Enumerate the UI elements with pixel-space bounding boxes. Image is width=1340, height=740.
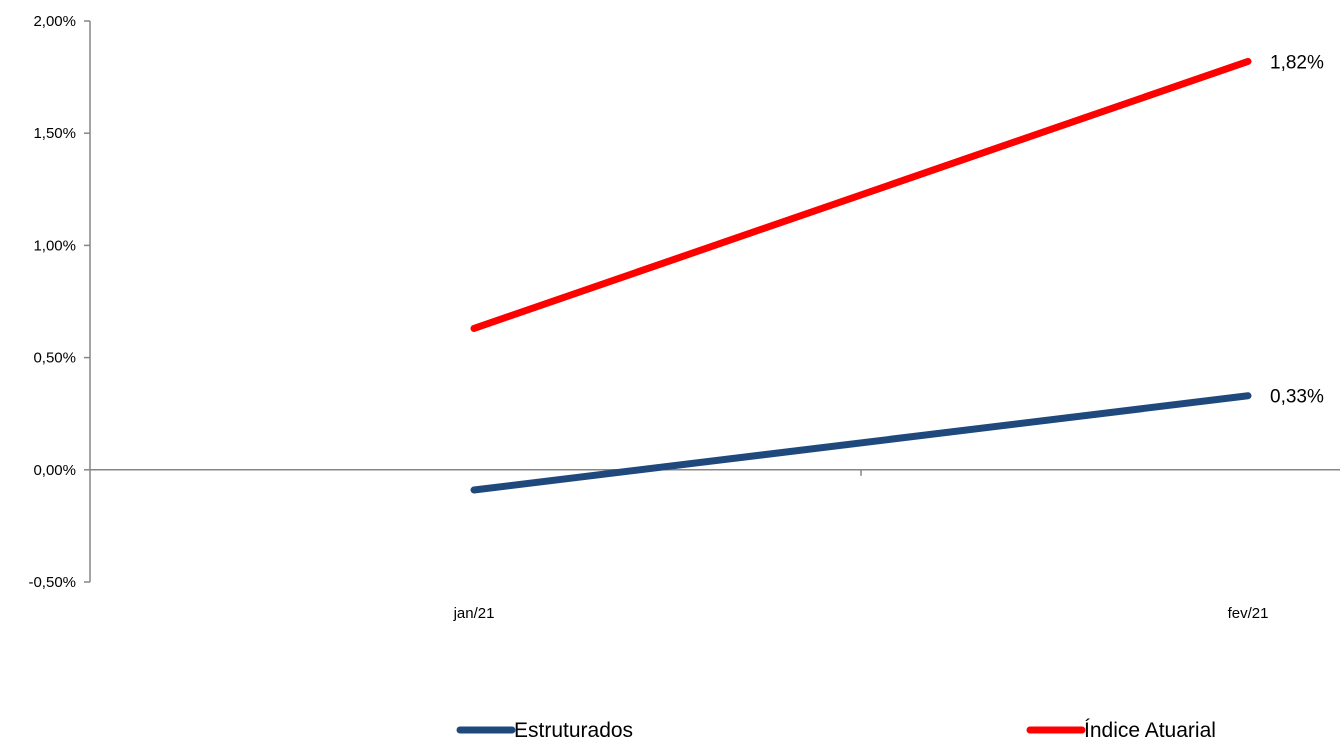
- y-tick-label: 2,00%: [33, 13, 76, 30]
- series-line-2: [470, 57, 1252, 332]
- data-point: [473, 489, 475, 491]
- y-tick-label: -0,50%: [28, 574, 76, 591]
- data-point: [1247, 60, 1249, 62]
- data-point: [473, 327, 475, 329]
- y-tick-label: 1,50%: [33, 125, 76, 142]
- axes: 2,00% 1,50% 1,00% 0,50% 0,00% -0,50% jan/21 fev…: [28, 13, 1340, 622]
- y-tick-label: 0,00%: [33, 462, 76, 479]
- legend-item-1: Estruturados: [456, 719, 633, 740]
- series-line-1: [470, 392, 1252, 494]
- y-tick-label: 1,00%: [33, 237, 76, 254]
- legend-label: Índice Atuarial: [1084, 719, 1216, 740]
- data-labels: 0,33% 1,82%: [1270, 52, 1324, 407]
- x-tick-label: jan/21: [453, 605, 495, 622]
- x-tick-label: fev/21: [1228, 605, 1269, 622]
- data-label-1: 0,33%: [1270, 387, 1324, 408]
- legend-item-2: Índice Atuarial: [1026, 719, 1216, 740]
- data-label-2: 1,82%: [1270, 52, 1324, 73]
- series-lines: [470, 57, 1252, 494]
- legend: Estruturados Índice Atuarial: [456, 719, 1216, 740]
- legend-label: Estruturados: [514, 719, 633, 740]
- y-tick-label: 0,50%: [33, 350, 76, 367]
- data-point: [1247, 395, 1249, 397]
